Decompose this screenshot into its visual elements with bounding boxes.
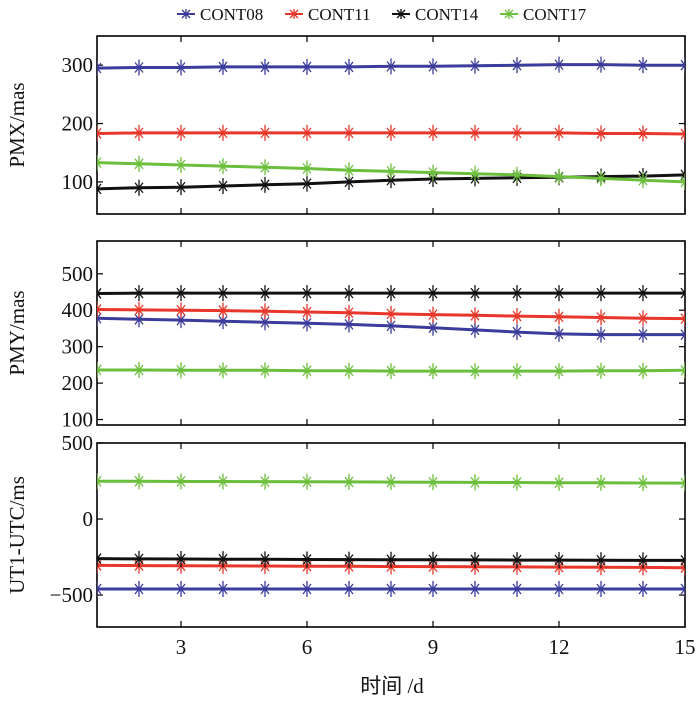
panel-2: 100 200 300 400 500 PMY/mas [5, 241, 689, 432]
y-tick-label: 500 [62, 431, 94, 455]
legend-label: CONT14 [415, 5, 479, 24]
x-tick-label: 15 [675, 635, 696, 659]
legend-item-cont08: CONT08 [177, 5, 263, 24]
y-tick-label: 300 [62, 53, 94, 77]
legend-label: CONT17 [523, 5, 587, 24]
y-tick-label: 400 [62, 298, 94, 322]
y-axis-label: UT1-UTC/ms [5, 476, 29, 594]
y-tick-label: 100 [62, 408, 94, 432]
x-tick-label: 3 [176, 635, 187, 659]
x-tick-label: 6 [302, 635, 313, 659]
series-cont14 [93, 285, 689, 301]
y-tick-label: 100 [62, 170, 94, 194]
legend-item-cont14: CONT14 [392, 5, 479, 24]
y-tick-label: 0 [83, 507, 94, 531]
y-axis-label: PMY/mas [5, 290, 29, 375]
series-cont08 [93, 581, 689, 597]
y-tick-label: −500 [50, 583, 93, 607]
y-tick-label: 200 [62, 371, 94, 395]
x-tick-label: 9 [428, 635, 439, 659]
legend-item-cont11: CONT11 [285, 5, 371, 24]
series-cont08 [93, 57, 689, 77]
series-cont17 [93, 362, 689, 379]
y-axis-label: PMX/mas [5, 82, 29, 167]
y-tick-label: 500 [62, 262, 94, 286]
panel-3: −500 0 500 3 6 9 12 15 UT1-UTC/ms [5, 431, 696, 659]
y-tick-label: 200 [62, 112, 94, 136]
y-tick-label: 300 [62, 335, 94, 359]
series-cont11 [93, 125, 689, 142]
panel-1: 100 200 300 PMX/mas [5, 36, 689, 214]
legend-item-cont17: CONT17 [500, 5, 587, 24]
legend-label: CONT08 [200, 5, 263, 24]
series-cont17 [93, 473, 689, 491]
plot-frame [97, 443, 685, 627]
x-tick-label: 12 [549, 635, 570, 659]
x-axis-label: 时间 /d [360, 674, 424, 698]
legend-label: CONT11 [308, 5, 371, 24]
